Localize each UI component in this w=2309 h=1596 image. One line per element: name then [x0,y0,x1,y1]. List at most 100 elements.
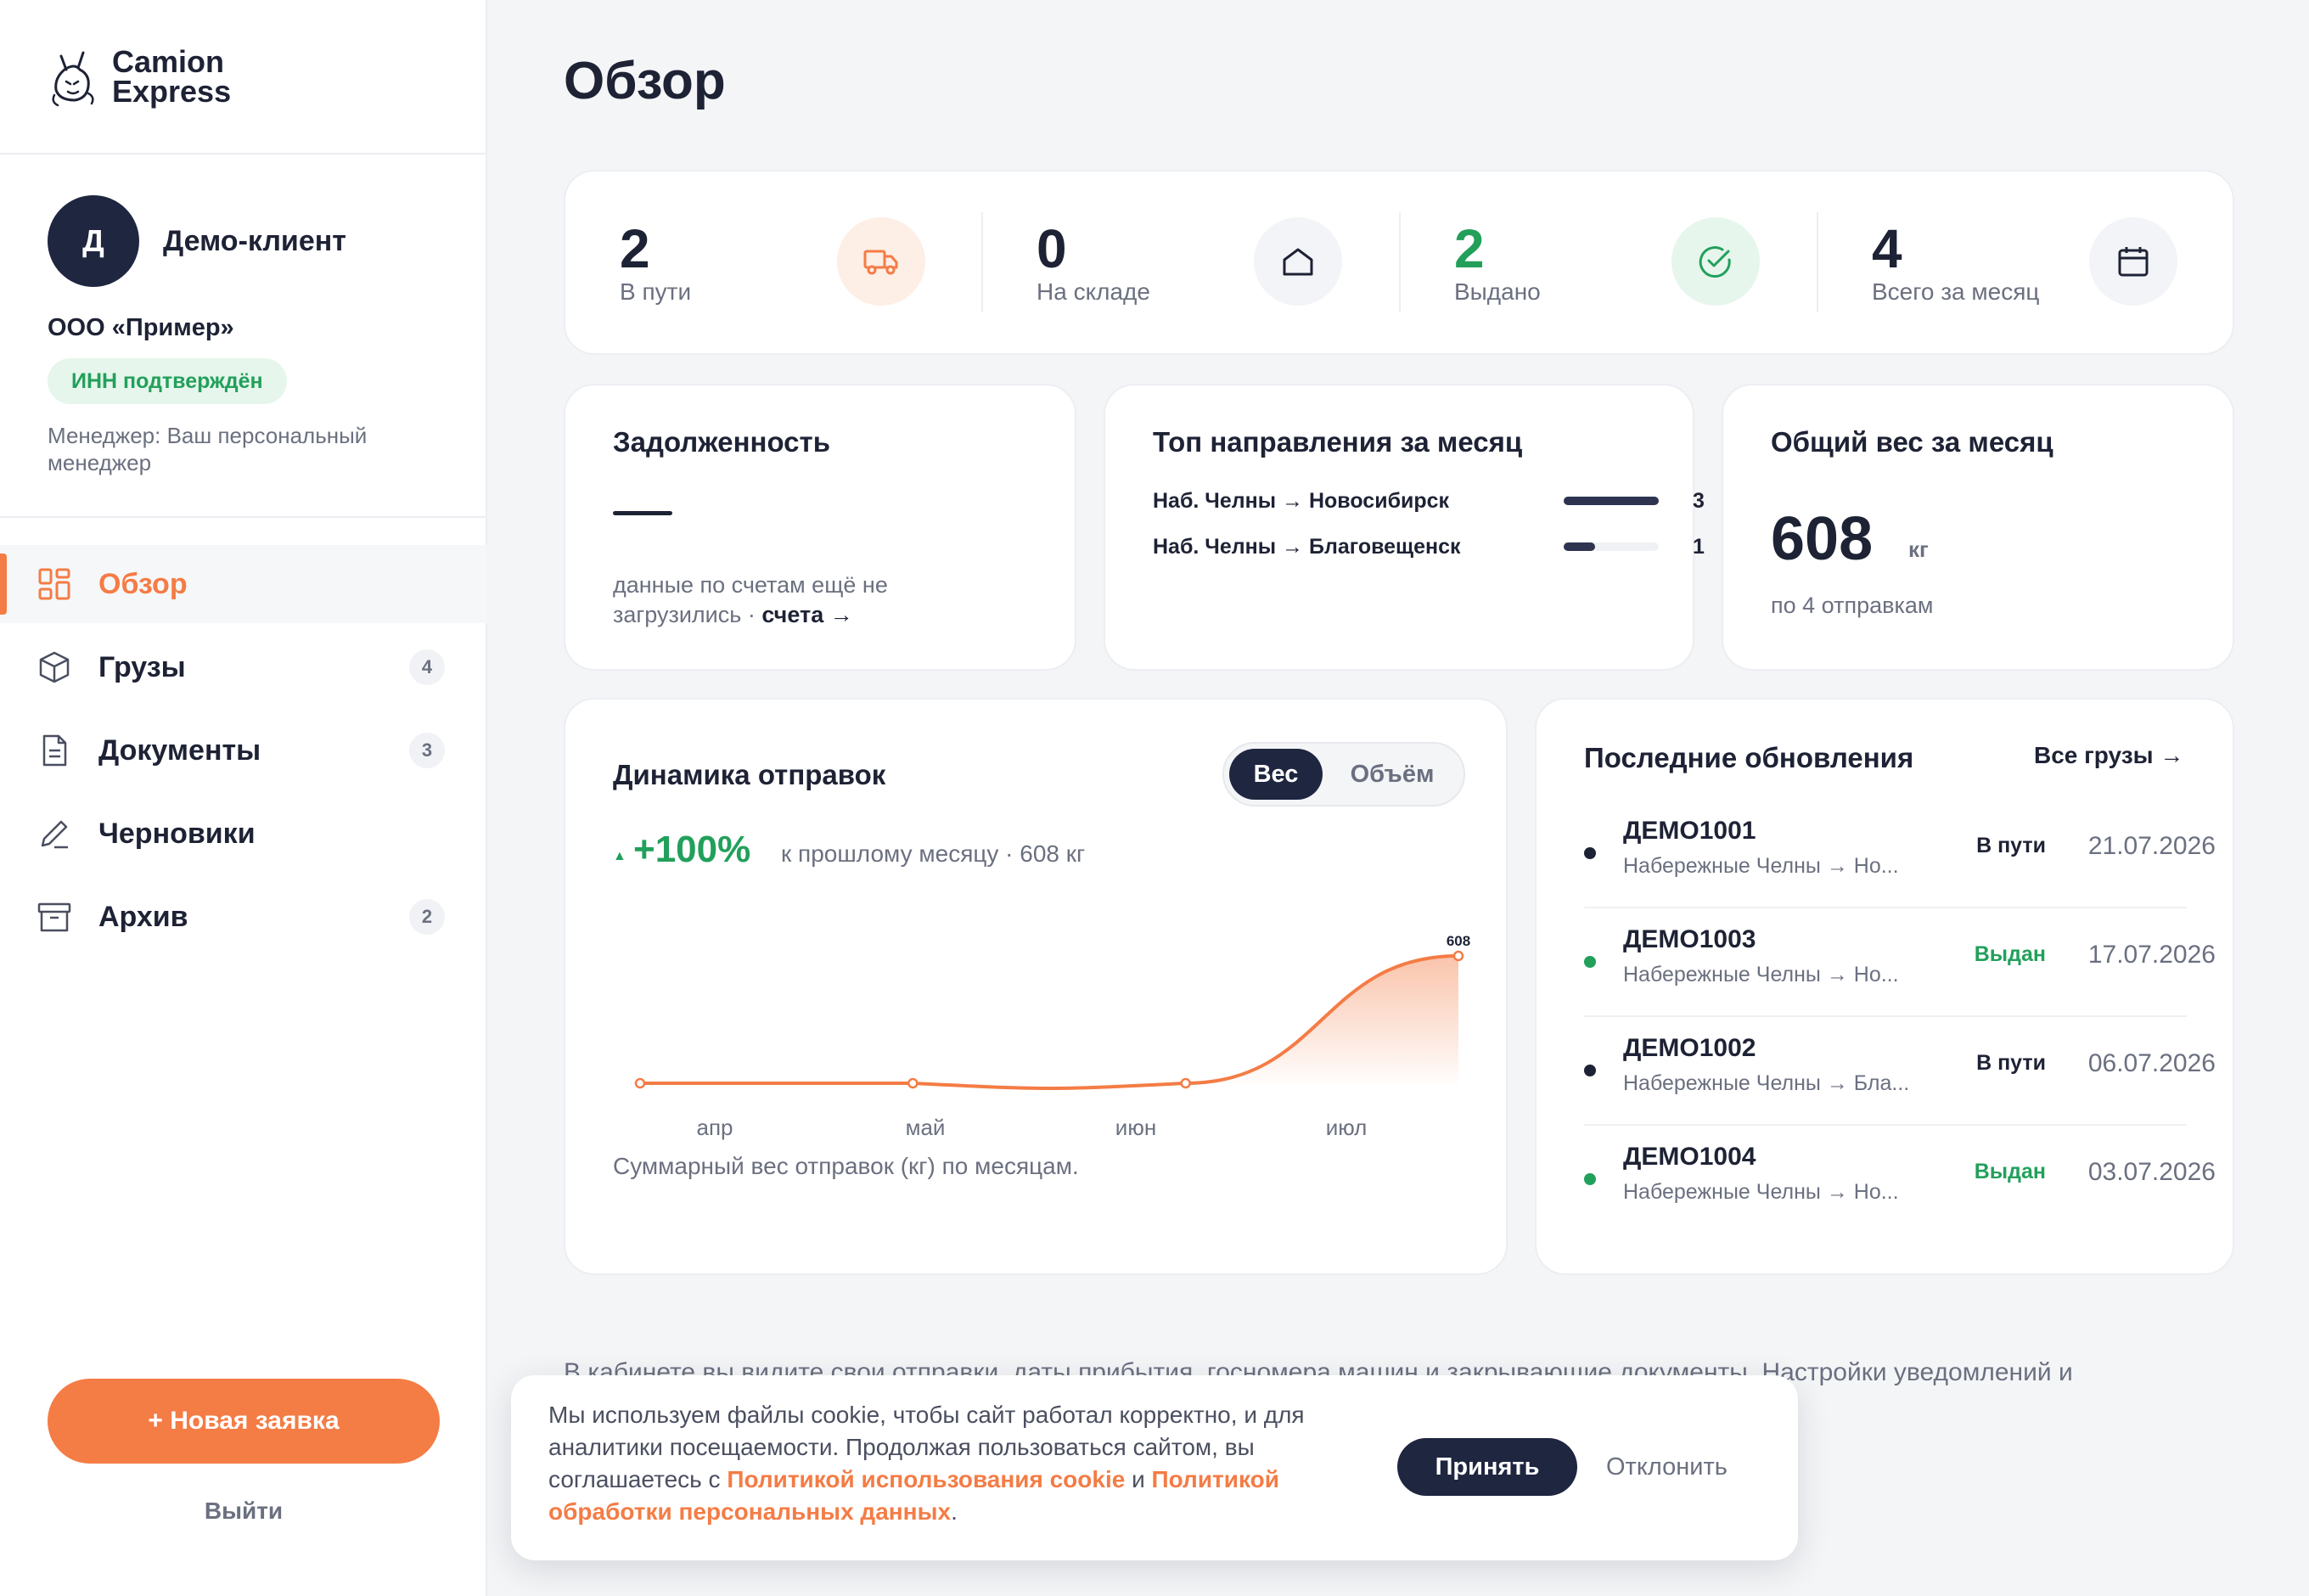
x-tick-label: май [906,1115,946,1140]
archive-icon [37,902,71,932]
data-point[interactable] [1180,1077,1191,1089]
nav-item-documents[interactable]: Документы 3 [0,711,487,790]
toggle-weight-button[interactable]: Вес [1229,749,1323,800]
nav-count-badge: 4 [409,649,445,685]
series-area [640,956,1458,1088]
brand-line-2: Express [112,74,232,109]
stat-value: 2 [620,218,650,279]
nav-label: Черновики [98,817,256,850]
toggle-volume-button[interactable]: Объём [1326,749,1458,800]
route-bar-fill [1564,497,1659,505]
metric-toggle: Вес Объём [1222,742,1465,806]
route-name: Наб. Челны → Новосибирск [1153,488,1450,513]
nav-count-badge: 3 [409,733,445,768]
weight-sub: по 4 отправкам [1771,593,1934,618]
shipment-route: Набережные Челны → Бла... [1623,1071,1910,1095]
shipment-route: Набережные Челны → Но... [1623,1180,1899,1204]
truck-icon [837,217,925,306]
logo[interactable]: Camion Express [49,44,231,109]
company-name: ООО «Пример» [48,314,234,341]
growth-value: +100% [633,829,751,870]
debt-title: Задолженность [613,426,830,458]
box-icon [39,651,70,683]
route-count: 3 [1693,488,1705,513]
status-label: Выдан [1974,942,2046,966]
route-bar [1564,542,1659,551]
stat-month-total[interactable]: 4 Всего за месяц [1817,171,2233,353]
avatar: Д [48,195,139,287]
nav-label: Архив [98,900,188,933]
all-cargo-link[interactable]: Все грузы → [2034,742,2184,768]
update-row[interactable]: ДЕМО1002 Набережные Челны → Бла... В пути 0… [1584,1017,2216,1126]
shipment-route: Набережные Челны → Но... [1623,963,1899,986]
status-label: В пути [1976,834,2046,857]
route-row: Наб. Челны → Новосибирск 3 [1153,484,1705,518]
route-bar [1564,497,1659,505]
divider [1399,212,1401,312]
main-nav: Обзор Грузы 4 Документы 3 Черновики [0,545,487,961]
calendar-icon [2089,217,2177,306]
shipment-id: ДЕМО1003 [1623,925,1756,953]
status-dot [1584,1065,1596,1076]
inn-verified-badge: ИНН подтверждён [48,358,287,404]
update-row[interactable]: ДЕМО1004 Набережные Челны → Но... Выдан 03.… [1584,1126,2216,1234]
divider [981,212,983,312]
stat-label: На складе [1037,278,1150,305]
x-tick-label: апр [697,1115,733,1140]
debt-note: данные по счетам ещё не загрузились · сч… [613,570,969,630]
updates-title: Последние обновления [1584,742,1914,773]
nav-item-overview[interactable]: Обзор [0,545,487,623]
cookie-text-main: Мы используем файлы cookie, чтобы сайт р… [548,1402,1305,1492]
stat-value: 2 [1454,218,1485,279]
status-label: Выдан [1974,1160,2046,1183]
stat-label: Выдано [1454,278,1541,305]
brand-line-1: Camion [112,44,225,79]
nav-label: Обзор [98,567,188,600]
debt-value-empty [613,511,672,515]
stat-label: В пути [620,278,692,305]
stat-value: 0 [1037,218,1067,279]
weight-chart: 608 апр май июн июл [634,933,1470,1140]
x-tick-label: июл [1326,1115,1368,1140]
cookie-text: Мы используем файлы cookie, чтобы сайт р… [548,1399,1380,1528]
stat-in-transit[interactable]: 2 В пути [565,171,981,353]
accept-cookies-button[interactable]: Принять [1397,1438,1577,1496]
cookie-policy-link[interactable]: Политикой использования cookie [727,1466,1126,1492]
data-point[interactable] [1452,950,1464,962]
trend-up-icon: ▲ [613,849,626,863]
status-dot [1584,847,1596,859]
weight-title: Общий вес за месяц [1771,426,2053,458]
status-dot [1584,956,1596,968]
sidebar: Camion Express Д Демо-клиент ООО «Пример… [0,0,487,1596]
data-point[interactable] [634,1077,646,1089]
new-request-button[interactable]: + Новая заявка [48,1379,440,1464]
update-row[interactable]: ДЕМО1001 Набережные Челны → Но... В пути 21… [1584,800,2216,908]
update-row[interactable]: ДЕМО1003 Набережные Челны → Но... Выдан 17.… [1584,908,2216,1017]
manager-info: Менеджер: Ваш персональный менеджер [48,423,368,475]
nav-item-cargo[interactable]: Грузы 4 [0,628,487,706]
document-icon [42,734,67,767]
top-routes-card: Топ направления за месяц Наб. Челны → Но… [1104,384,1705,671]
divider [0,153,487,155]
logout-link[interactable]: Выйти [204,1498,284,1524]
invoices-link[interactable]: счета → [761,602,853,627]
lynx-logo-icon [52,51,94,107]
stat-in-warehouse[interactable]: 0 На складе [982,171,1398,353]
decline-cookies-button[interactable]: Отклонить [1606,1453,1728,1481]
nav-label: Грузы [98,650,186,683]
privacy-policy-link[interactable]: Политикой обработки персональных данных [548,1466,1279,1525]
nav-count-badge: 2 [409,899,445,935]
debt-card: Задолженность данные по счетам ещё не за… [564,384,1076,671]
growth-note: к прошлому месяцу · 608 кг [781,840,1086,867]
cookie-text-and: и [1125,1466,1152,1492]
weight-unit: кг [1908,537,1929,562]
nav-item-archive[interactable]: Архив 2 [0,878,487,956]
shipment-id: ДЕМО1004 [1623,1143,1756,1171]
recent-updates-card: Последние обновления Все грузы → ДЕМО100… [1535,698,2234,1275]
nav-item-drafts[interactable]: Черновики [0,795,487,873]
route-name: Наб. Челны → Благовещенск [1153,534,1461,559]
data-point[interactable] [907,1077,919,1089]
stat-delivered[interactable]: 2 Выдано [1400,171,1816,353]
shipment-id: ДЕМО1002 [1623,1034,1756,1062]
update-date: 06.07.2026 [2087,1049,2216,1077]
